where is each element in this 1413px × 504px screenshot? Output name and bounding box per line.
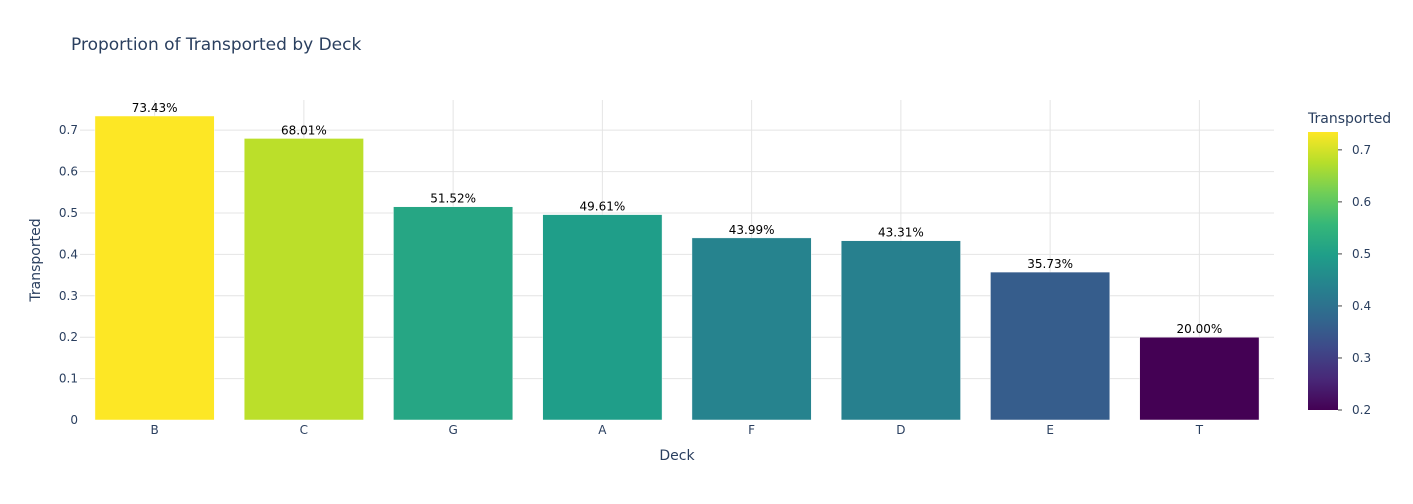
- y-axis-title: Transported: [28, 218, 44, 302]
- colorbar-tick-label: 0.7: [1352, 143, 1371, 157]
- x-tick-label: C: [300, 423, 308, 437]
- x-tick-label: E: [1046, 423, 1054, 437]
- colorbar: Transported 0.2 0.3 0.4 0.5 0.6 0.7: [1307, 111, 1391, 417]
- y-tick-label: 0.3: [59, 289, 78, 303]
- bar-value-label: 43.99%: [729, 223, 775, 237]
- y-tick-label: 0.5: [59, 206, 78, 220]
- bar-value-label: 68.01%: [281, 123, 327, 137]
- bar-a[interactable]: [542, 214, 663, 421]
- bar-value-label: 49.61%: [579, 200, 625, 214]
- colorbar-tick-label: 0.4: [1352, 299, 1371, 313]
- bar-labels: 73.43% 68.01% 51.52% 49.61% 43.99% 43.31% 35.7…: [132, 101, 1223, 336]
- x-tick-label: G: [448, 423, 457, 437]
- colorbar-tick-label: 0.2: [1352, 403, 1371, 417]
- bar-c[interactable]: [243, 138, 364, 421]
- chart-title: Proportion of Transported by Deck: [71, 35, 361, 55]
- bar-g[interactable]: [393, 206, 514, 421]
- bar-value-label: 35.73%: [1027, 257, 1073, 271]
- colorbar-tick-label: 0.6: [1352, 195, 1371, 209]
- x-tick-label: T: [1195, 423, 1204, 437]
- bar-f[interactable]: [691, 237, 812, 421]
- bar-e[interactable]: [990, 271, 1111, 421]
- bar-t[interactable]: [1139, 336, 1260, 421]
- y-axis-ticks: 0 0.1 0.2 0.3 0.4 0.5 0.6 0.7: [59, 123, 78, 427]
- bar-b[interactable]: [94, 115, 215, 421]
- colorbar-tick-label: 0.5: [1352, 247, 1371, 261]
- bar-value-label: 43.31%: [878, 226, 924, 240]
- bar-value-label: 51.52%: [430, 192, 476, 206]
- y-tick-label: 0.4: [59, 247, 78, 261]
- y-tick-label: 0.2: [59, 330, 78, 344]
- y-tick-label: 0.7: [59, 123, 78, 137]
- colorbar-tick-label: 0.3: [1352, 351, 1371, 365]
- bar-value-label: 20.00%: [1176, 322, 1222, 336]
- y-tick-label: 0.1: [59, 372, 78, 386]
- x-axis-title: Deck: [659, 448, 695, 464]
- bar-d[interactable]: [840, 240, 961, 421]
- y-tick-label: 0: [70, 413, 78, 427]
- colorbar-ticks: 0.2 0.3 0.4 0.5 0.6 0.7: [1338, 143, 1371, 417]
- y-tick-label: 0.6: [59, 165, 78, 179]
- x-tick-label: F: [748, 423, 755, 437]
- bars: [94, 115, 1260, 421]
- x-tick-label: B: [151, 423, 159, 437]
- colorbar-title: Transported: [1307, 111, 1391, 127]
- colorbar-gradient: [1308, 132, 1338, 410]
- x-tick-label: A: [598, 423, 607, 437]
- x-tick-label: D: [896, 423, 905, 437]
- bar-value-label: 73.43%: [132, 101, 178, 115]
